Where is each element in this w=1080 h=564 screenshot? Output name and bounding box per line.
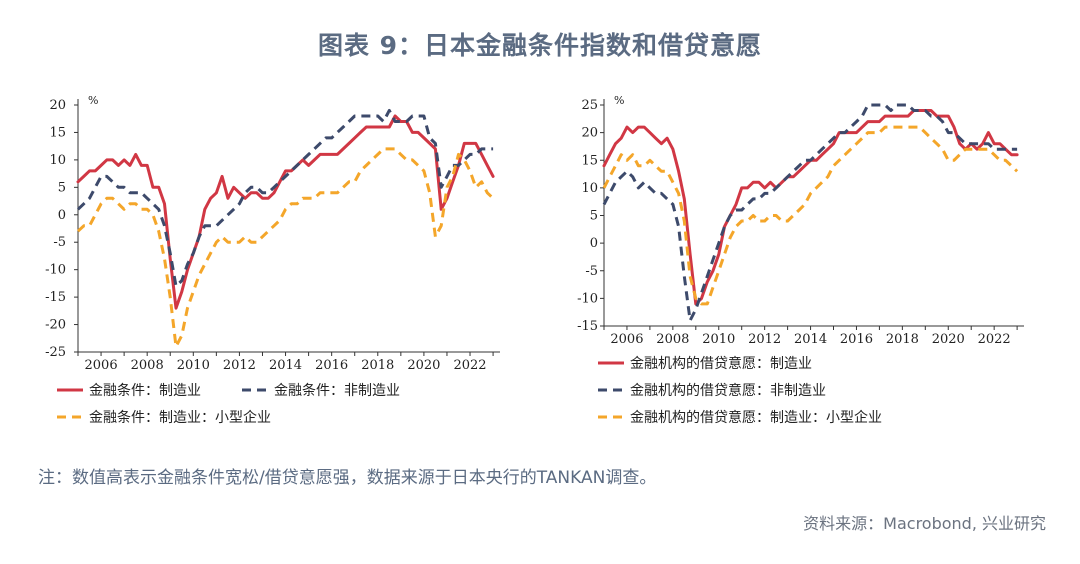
source-credit: 资料来源：Macrobond, 兴业研究 bbox=[803, 514, 1046, 533]
x-tick-label: 2010 bbox=[702, 332, 735, 347]
y-tick-label: 10 bbox=[49, 153, 66, 168]
y-tick-label: -25 bbox=[45, 345, 66, 360]
x-tick-label: 2006 bbox=[85, 358, 118, 373]
x-tick-label: 2014 bbox=[794, 332, 827, 347]
chart-title: 图表 9：日本金融条件指数和借贷意愿 bbox=[317, 31, 763, 60]
y-tick-label: 5 bbox=[58, 180, 66, 195]
y-tick-label: -5 bbox=[585, 264, 598, 279]
legend-label-0: 金融条件：制造业 bbox=[89, 382, 201, 399]
y-tick-label: 25 bbox=[581, 98, 598, 113]
x-tick-label: 2016 bbox=[315, 358, 348, 373]
x-tick-label: 2022 bbox=[453, 358, 486, 373]
x-tick-label: 2008 bbox=[131, 358, 164, 373]
series-line-1 bbox=[76, 109, 494, 288]
legend-label-1: 金融条件：非制造业 bbox=[274, 382, 400, 399]
x-tick-label: 2022 bbox=[978, 332, 1011, 347]
x-tick-label: 2012 bbox=[223, 358, 256, 373]
y-tick-label: 0 bbox=[58, 208, 66, 223]
legend-label-2: 金融条件：制造业：小型企业 bbox=[89, 409, 271, 426]
y-tick-label: 5 bbox=[590, 209, 598, 224]
y-tick-label: 0 bbox=[590, 236, 598, 251]
chart-lending-willingness: % 25 20 15 10 5 0 -5 -10 -15 2006 2008 2010 2012 2014 2… bbox=[577, 94, 1024, 426]
x-tick-label: 2010 bbox=[177, 358, 210, 373]
footnote: 注：数值高表示金融条件宽松/借贷意愿强，数据来源于日本央行的TANKAN调查。 bbox=[38, 468, 657, 488]
y-tick-label: 20 bbox=[581, 126, 598, 141]
series-line-2 bbox=[602, 125, 1019, 306]
legend-label-2: 金融机构的借贷意愿：制造业：小型企业 bbox=[630, 409, 882, 426]
legend-label-1: 金融机构的借贷意愿：非制造业 bbox=[630, 382, 826, 399]
x-tick-label: 2008 bbox=[656, 332, 689, 347]
y-tick-label: -5 bbox=[53, 235, 66, 250]
y-tick-label: 20 bbox=[49, 98, 66, 113]
y-tick-label: 10 bbox=[581, 181, 598, 196]
x-tick-label: 2018 bbox=[361, 358, 394, 373]
y-tick-label: -10 bbox=[45, 263, 66, 278]
y-unit-label: % bbox=[88, 94, 98, 107]
series-line-2 bbox=[76, 147, 495, 348]
y-tick-label: 15 bbox=[581, 153, 598, 168]
series-line-1 bbox=[602, 103, 1018, 322]
x-tick-label: 2006 bbox=[610, 332, 643, 347]
y-tick-label: 15 bbox=[49, 125, 66, 140]
chart-financial-conditions: % 20 15 10 5 0 -5 -10 -15 -20 -25 2006 2008 2010 2012 2… bbox=[45, 94, 500, 426]
y-tick-label: -15 bbox=[577, 319, 598, 334]
x-tick-label: 2020 bbox=[407, 358, 440, 373]
y-tick-label: -10 bbox=[577, 291, 598, 306]
y-tick-label: -20 bbox=[45, 318, 66, 333]
x-tick-label: 2020 bbox=[932, 332, 965, 347]
legend-label-0: 金融机构的借贷意愿：制造业 bbox=[630, 355, 812, 372]
y-tick-label: -15 bbox=[45, 290, 66, 305]
x-tick-label: 2014 bbox=[269, 358, 302, 373]
x-tick-label: 2012 bbox=[748, 332, 781, 347]
y-unit-label: % bbox=[614, 94, 624, 107]
x-tick-label: 2018 bbox=[886, 332, 919, 347]
series-line-0 bbox=[602, 109, 1019, 306]
series-line-0 bbox=[76, 114, 495, 310]
x-tick-label: 2016 bbox=[840, 332, 873, 347]
